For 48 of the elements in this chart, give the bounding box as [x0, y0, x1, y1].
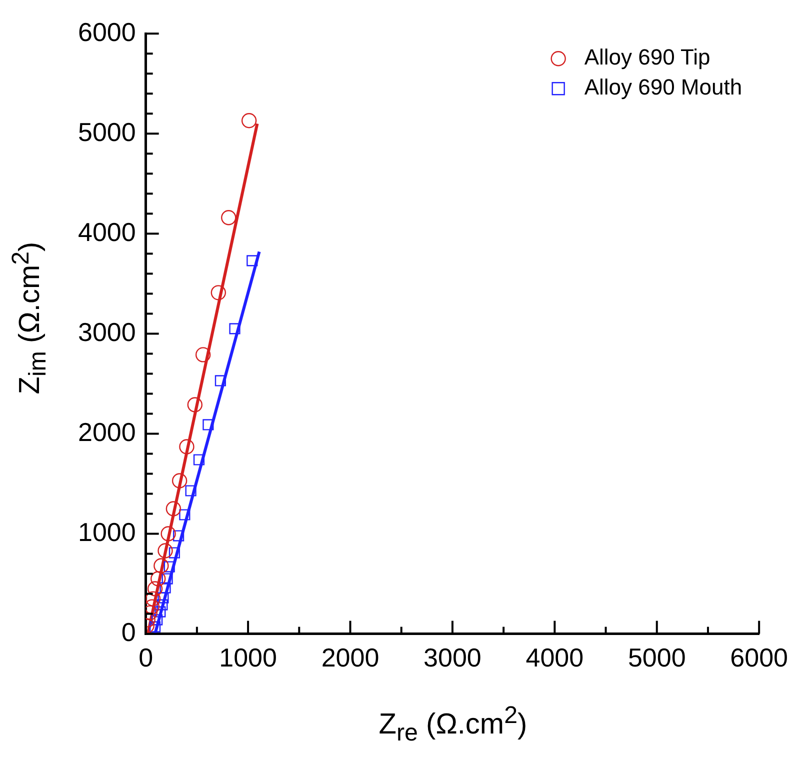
point	[150, 571, 166, 586]
legend-label: Alloy 690 Tip	[584, 44, 710, 70]
x-tick-label: 6000	[730, 642, 788, 673]
point	[154, 606, 166, 618]
point	[172, 473, 188, 488]
point	[246, 255, 258, 266]
y-tick-label: 5000	[78, 116, 136, 147]
point	[149, 621, 161, 632]
point	[195, 347, 211, 362]
point	[210, 285, 226, 300]
point	[156, 599, 168, 610]
point	[154, 558, 169, 574]
point	[241, 113, 257, 128]
y-tick-label: 6000	[78, 16, 136, 47]
point	[158, 543, 173, 558]
point	[164, 561, 175, 572]
point	[229, 323, 240, 334]
point	[193, 454, 205, 466]
point	[160, 526, 176, 542]
x-tick-label: 5000	[628, 642, 686, 673]
y-tick-label: 4000	[78, 216, 136, 247]
legend-label: Alloy 690 Mouth	[584, 74, 742, 100]
y-tick-label: 2000	[78, 416, 136, 447]
x-tick-label: 2000	[321, 642, 380, 673]
y-tick-label: 3000	[78, 316, 136, 347]
point	[187, 397, 202, 412]
point	[221, 210, 236, 226]
point	[172, 530, 184, 542]
x-tick-label: 1000	[219, 642, 277, 673]
point	[185, 485, 196, 496]
point	[147, 581, 163, 596]
point	[166, 501, 182, 516]
point	[202, 419, 214, 430]
x-axis-title: Z$_{re}$ (Ω.cm$^{2}$)	[378, 702, 528, 747]
point	[160, 582, 171, 594]
point	[146, 599, 160, 614]
y-tick-label: 1000	[78, 516, 136, 547]
point	[146, 591, 161, 606]
point	[158, 592, 169, 604]
point	[214, 375, 226, 386]
y-tick-label: 0	[121, 616, 136, 647]
point	[179, 509, 190, 520]
point	[152, 614, 163, 626]
x-tick-label: 3000	[424, 642, 482, 673]
x-tick-label: 4000	[526, 642, 584, 673]
point	[179, 439, 194, 454]
point	[162, 573, 173, 584]
point	[168, 547, 180, 558]
